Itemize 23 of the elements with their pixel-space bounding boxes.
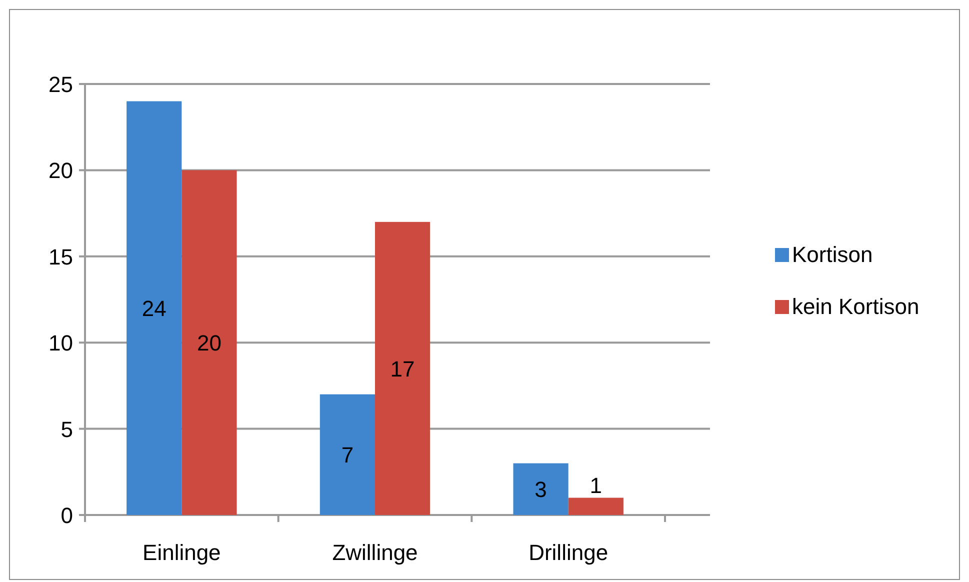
y-tick-label: 10 — [48, 330, 73, 356]
y-tick-label: 25 — [48, 72, 73, 97]
bar — [320, 394, 375, 515]
y-tick-label: 0 — [60, 503, 73, 528]
bar — [182, 170, 237, 515]
y-tick-label: 5 — [60, 416, 73, 442]
bar — [375, 222, 430, 515]
legend-label: Kortison — [792, 242, 873, 267]
y-tick-label: 20 — [48, 158, 73, 184]
data-label: 24 — [142, 296, 166, 322]
bar — [513, 463, 568, 515]
data-label: 17 — [390, 356, 415, 382]
data-label: 20 — [196, 330, 222, 356]
x-tick-label: Einlinge — [142, 540, 221, 565]
bar — [568, 498, 624, 515]
x-tick-label: Drillinge — [528, 540, 608, 565]
x-tick-label: Zwillinge — [332, 540, 418, 565]
y-tick-label: 15 — [48, 244, 73, 270]
bar — [126, 101, 182, 515]
data-label: 7 — [341, 442, 354, 468]
data-label: 3 — [534, 477, 547, 502]
legend-label: kein Kortison — [792, 294, 920, 319]
data-label: 1 — [590, 472, 602, 498]
